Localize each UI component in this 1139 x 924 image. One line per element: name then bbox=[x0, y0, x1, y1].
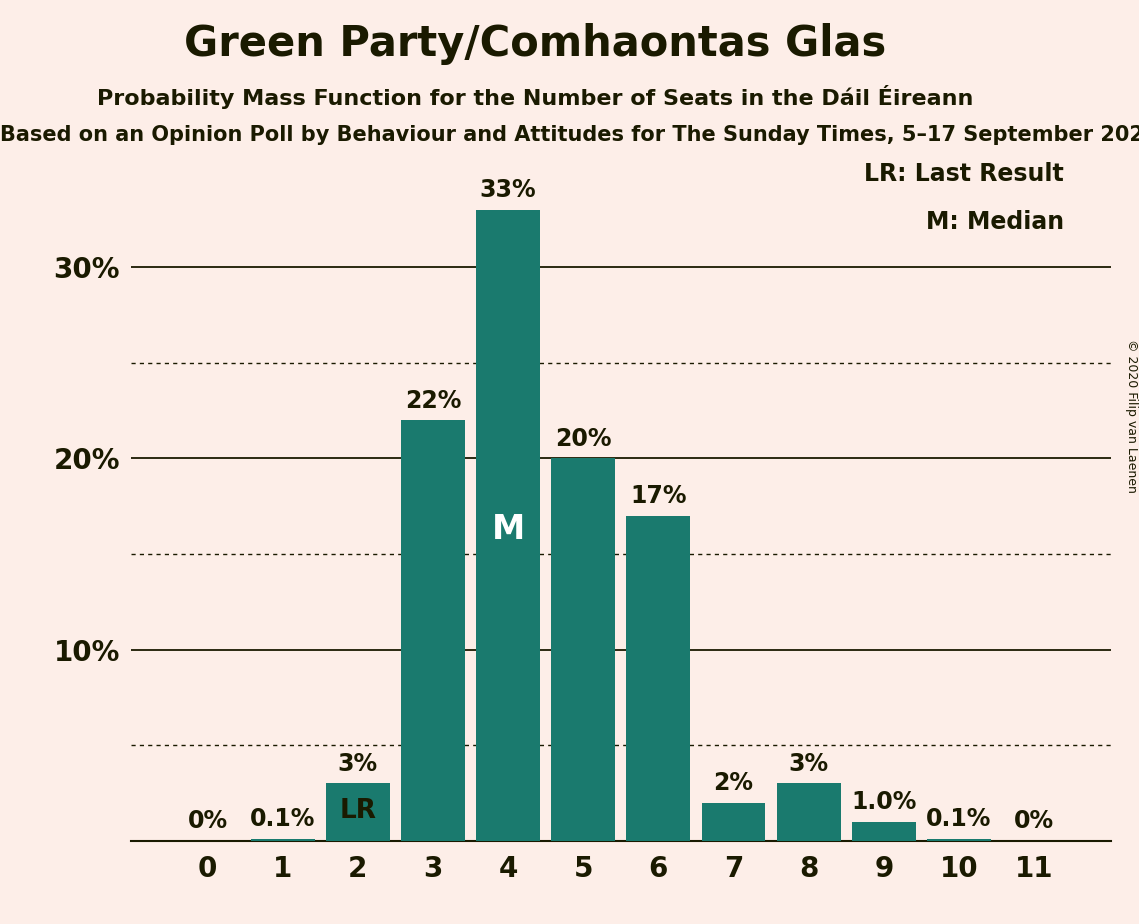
Text: M: Median: M: Median bbox=[926, 210, 1064, 234]
Bar bbox=[702, 803, 765, 841]
Text: 2%: 2% bbox=[713, 771, 754, 795]
Bar bbox=[927, 839, 991, 841]
Text: 3%: 3% bbox=[337, 752, 378, 776]
Text: 3%: 3% bbox=[788, 752, 829, 776]
Text: LR: LR bbox=[339, 797, 376, 824]
Bar bbox=[551, 458, 615, 841]
Bar bbox=[626, 516, 690, 841]
Bar bbox=[777, 784, 841, 841]
Bar bbox=[476, 210, 540, 841]
Text: Based on an Opinion Poll by Behaviour and Attitudes for The Sunday Times, 5–17 S: Based on an Opinion Poll by Behaviour an… bbox=[0, 125, 1139, 145]
Text: Probability Mass Function for the Number of Seats in the Dáil Éireann: Probability Mass Function for the Number… bbox=[97, 85, 974, 109]
Bar bbox=[326, 784, 390, 841]
Text: 0%: 0% bbox=[188, 809, 228, 833]
Text: 0%: 0% bbox=[1014, 809, 1054, 833]
Text: 17%: 17% bbox=[630, 484, 687, 508]
Text: 33%: 33% bbox=[480, 178, 536, 202]
Bar bbox=[251, 839, 314, 841]
Text: Green Party/Comhaontas Glas: Green Party/Comhaontas Glas bbox=[185, 23, 886, 65]
Text: 20%: 20% bbox=[555, 427, 612, 451]
Text: 0.1%: 0.1% bbox=[249, 808, 316, 832]
Text: M: M bbox=[491, 513, 525, 546]
Text: 0.1%: 0.1% bbox=[926, 808, 992, 832]
Bar bbox=[852, 821, 916, 841]
Text: 22%: 22% bbox=[404, 388, 461, 412]
Text: 1.0%: 1.0% bbox=[851, 790, 917, 814]
Text: LR: Last Result: LR: Last Result bbox=[865, 162, 1064, 186]
Text: © 2020 Filip van Laenen: © 2020 Filip van Laenen bbox=[1124, 339, 1138, 492]
Bar bbox=[401, 420, 465, 841]
